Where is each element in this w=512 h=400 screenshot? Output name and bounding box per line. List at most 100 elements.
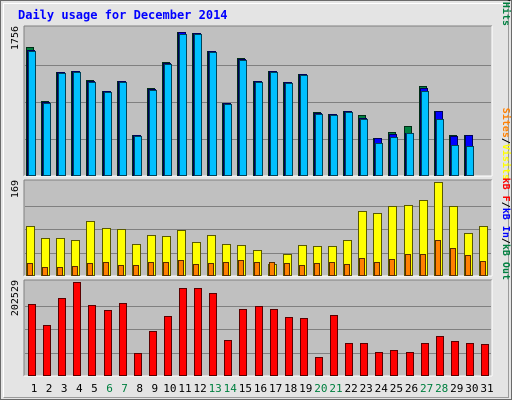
bar-sites-day-7	[118, 265, 124, 276]
x-tick-label-day-13: 13	[209, 382, 222, 395]
bar-sites-day-5	[87, 263, 93, 276]
x-tick-label-day-2: 2	[46, 382, 53, 395]
bar-sites-day-24	[374, 262, 380, 276]
bar-kb-f-day-24	[375, 352, 383, 376]
bar-pages-day-5	[88, 82, 96, 176]
bar-sites-day-29	[450, 248, 456, 276]
bar-sites-day-11	[178, 260, 184, 276]
bar-sites-day-9	[148, 262, 154, 276]
x-tick-label-day-8: 8	[136, 382, 143, 395]
bar-sites-day-28	[435, 240, 441, 276]
bar-sites-day-12	[193, 264, 199, 276]
bar-kb-f-day-15	[239, 309, 247, 376]
x-tick-label-day-15: 15	[239, 382, 252, 395]
bar-pages-day-26	[406, 133, 414, 176]
bar-kb-f-day-22	[345, 343, 353, 376]
bar-pages-day-17	[270, 72, 278, 176]
bar-kb-f-day-7	[119, 303, 127, 376]
bar-pages-day-7	[119, 82, 127, 176]
x-tick-label-day-21: 21	[329, 382, 342, 395]
bar-kb-f-day-9	[149, 331, 157, 376]
bar-kb-f-day-25	[390, 350, 398, 376]
x-tick-label-day-25: 25	[390, 382, 403, 395]
y-axis-max-label: 202529	[10, 280, 21, 316]
bar-kb-f-day-28	[436, 336, 444, 376]
bar-kb-f-day-17	[270, 309, 278, 376]
bar-kb-f-day-11	[179, 288, 187, 376]
bar-pages-day-9	[149, 90, 157, 176]
bar-pages-day-20	[315, 114, 323, 176]
x-tick-label-day-9: 9	[151, 382, 158, 395]
x-tick-label-day-22: 22	[344, 382, 357, 395]
bar-kb-f-day-3	[58, 298, 66, 376]
x-tick-label-day-6: 6	[106, 382, 113, 395]
bar-sites-day-25	[389, 259, 395, 276]
bar-kb-f-day-21	[330, 315, 338, 376]
bar-kb-f-day-19	[300, 318, 308, 376]
x-tick-label-day-31: 31	[480, 382, 493, 395]
bar-sites-day-31	[480, 261, 486, 276]
bar-sites-day-16	[254, 262, 260, 276]
bar-pages-day-21	[330, 115, 338, 176]
x-tick-label-day-26: 26	[405, 382, 418, 395]
x-tick-label-day-10: 10	[163, 382, 176, 395]
x-tick-label-day-18: 18	[284, 382, 297, 395]
series-side-label-part: kB In	[500, 208, 511, 238]
series-sites	[27, 240, 486, 276]
bar-kb-f-day-6	[104, 310, 112, 376]
bar-kb-f-day-1	[28, 304, 36, 376]
bar-pages-day-24	[375, 143, 383, 176]
bar-sites-day-21	[329, 262, 335, 276]
series-kb-f	[28, 282, 489, 376]
bar-kb-f-day-12	[194, 288, 202, 376]
bar-kb-f-day-5	[88, 305, 96, 376]
bar-kb-f-day-14	[224, 340, 232, 376]
x-tick-label-day-19: 19	[299, 382, 312, 395]
bar-pages-day-2	[43, 103, 51, 176]
x-tick-label-day-17: 17	[269, 382, 282, 395]
bar-pages-day-30	[466, 146, 474, 176]
series-side-label-part: /	[500, 138, 511, 144]
series-side-label-part: Visits	[500, 144, 512, 180]
bar-sites-day-30	[465, 255, 471, 276]
series-side-label-part: /	[500, 202, 511, 208]
bar-sites-day-14	[223, 262, 229, 276]
x-tick-label-day-3: 3	[61, 382, 68, 395]
series-side-label-part: /	[500, 238, 511, 244]
bar-sites-day-18	[284, 263, 290, 276]
series-side-label: Pages/Files/Hits	[500, 0, 512, 26]
bar-pages-day-11	[179, 34, 187, 176]
x-tick-label-day-14: 14	[224, 382, 238, 395]
x-tick-label-day-11: 11	[178, 382, 191, 395]
x-tick-label-day-5: 5	[91, 382, 98, 395]
bar-kb-f-day-18	[285, 317, 293, 376]
bar-pages-day-22	[345, 112, 353, 176]
bar-kb-f-day-31	[481, 344, 489, 376]
x-axis-day-labels: 1 2 3 4 5 6 7 8 9 10 11 12 13 14 15 16 17 18 19 20 21 22 23 24 2…	[31, 382, 494, 395]
panel-hits-files-pages: 1756 Pages/Files/Hits	[10, 0, 512, 177]
chart-panels: 1756Pages/Files/Hits169Sites/Visits20252…	[10, 0, 512, 377]
series-side-label-part: kB F	[500, 178, 511, 202]
bar-kb-f-day-30	[466, 343, 474, 376]
x-tick-label-day-23: 23	[360, 382, 373, 395]
x-tick-label-day-29: 29	[450, 382, 463, 395]
bar-sites-day-20	[314, 263, 320, 276]
bar-pages-day-18	[285, 83, 293, 176]
bar-kb-f-day-13	[209, 293, 217, 376]
bar-pages-day-3	[58, 73, 66, 176]
series-side-label: Sites/Visits	[500, 108, 512, 180]
bar-kb-f-day-20	[315, 357, 323, 376]
bar-pages-day-27	[421, 91, 429, 176]
bar-sites-day-22	[344, 264, 350, 276]
series-side-label-part: kB Out	[500, 244, 511, 280]
bar-kb-f-day-26	[406, 352, 414, 376]
series-side-label-part: Sites	[500, 108, 512, 138]
x-tick-label-day-24: 24	[375, 382, 389, 395]
bar-pages-day-15	[239, 60, 247, 176]
x-tick-label-day-7: 7	[121, 382, 128, 395]
bar-pages-day-10	[164, 64, 172, 176]
bar-sites-day-6	[103, 262, 109, 276]
x-tick-label-day-12: 12	[193, 382, 206, 395]
bar-sites-day-27	[420, 254, 426, 276]
